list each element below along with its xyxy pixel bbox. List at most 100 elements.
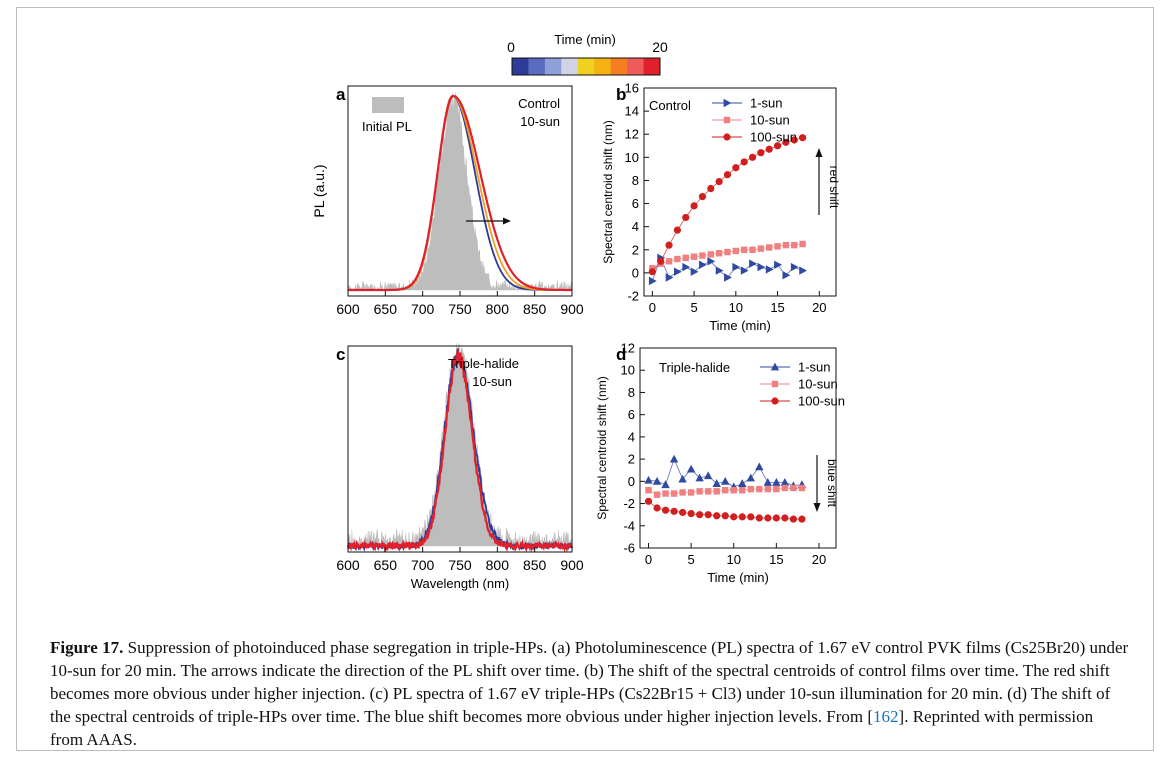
y-tick-label: 2	[632, 242, 639, 257]
data-point	[723, 133, 731, 141]
y-tick-label: -4	[623, 518, 635, 533]
data-point	[740, 158, 748, 166]
data-point	[798, 484, 806, 492]
data-point	[765, 265, 774, 274]
y-tick-label: 10	[625, 150, 639, 165]
x-tick-label: 900	[560, 557, 584, 573]
data-point	[724, 248, 731, 256]
data-point	[740, 266, 749, 275]
data-point	[730, 487, 737, 494]
panel-a-annotation-line1: Control	[518, 96, 560, 111]
data-point	[757, 149, 765, 157]
data-point	[682, 254, 689, 262]
data-point	[763, 478, 773, 486]
data-point	[790, 262, 799, 272]
x-tick-label: 600	[336, 301, 360, 317]
data-point	[686, 464, 696, 473]
data-point	[756, 485, 763, 493]
colorbar-cell	[610, 58, 628, 75]
colorbar-cell	[643, 58, 661, 75]
figure: Time (min) 0 20 a b c d 600 650 700 750 800 8…	[311, 32, 845, 591]
data-point	[704, 511, 712, 519]
data-point	[690, 267, 699, 276]
data-point	[696, 511, 704, 519]
colorbar-cell	[627, 58, 644, 75]
panel-b-centroid-shift-control: 0 5 10 15 20 -2 0 2 4 6 8 10 12 14 16 Time (min) Spect…	[601, 81, 841, 334]
data-point	[723, 98, 732, 108]
data-point	[764, 514, 772, 522]
x-tick-label: 850	[523, 557, 547, 573]
data-point	[682, 213, 690, 222]
data-point	[757, 262, 766, 272]
data-point	[766, 244, 773, 251]
panel-b-xlabel: Time (min)	[709, 318, 771, 333]
data-point	[799, 134, 807, 142]
y-tick-label: 12	[621, 341, 635, 356]
data-point	[773, 485, 780, 493]
data-point	[661, 506, 670, 514]
data-point	[730, 513, 738, 521]
x-tick-label: 600	[336, 557, 360, 573]
data-point	[732, 164, 740, 172]
data-point	[771, 380, 779, 388]
data-point	[732, 247, 740, 255]
data-point	[782, 138, 790, 146]
data-point	[673, 267, 682, 276]
data-point	[696, 488, 703, 495]
x-tick-label: 800	[486, 301, 510, 317]
panel-letter-b: b	[616, 85, 626, 104]
data-point	[690, 202, 698, 210]
data-point	[670, 490, 678, 497]
data-point	[644, 475, 653, 484]
data-point	[699, 260, 707, 269]
blue-shift-arrow	[813, 455, 821, 512]
data-point	[712, 479, 721, 487]
data-point	[687, 509, 695, 518]
colorbar-cell	[544, 58, 562, 75]
legend-label: 1-sun	[798, 360, 831, 375]
data-point	[732, 262, 741, 272]
colorbar-cell	[561, 58, 579, 75]
y-tick-label: 8	[628, 385, 635, 400]
data-point	[665, 273, 674, 282]
legend-label: 10-sun	[798, 377, 838, 392]
data-point	[798, 515, 806, 523]
y-tick-label: 4	[632, 219, 639, 234]
data-point	[648, 268, 656, 276]
colorbar-cell	[512, 58, 529, 75]
x-tick-label: 850	[523, 301, 547, 317]
panel-c-annotation-line2: 10-sun	[472, 374, 512, 389]
data-point	[687, 489, 695, 496]
panel-c-annotation-line1: Triple-halide	[448, 356, 519, 371]
data-point	[715, 266, 724, 275]
data-point	[657, 257, 665, 265]
legend-label: 100-sun	[798, 394, 845, 409]
data-point	[713, 512, 721, 520]
data-point	[715, 178, 723, 186]
initial-pl-area	[347, 343, 573, 548]
data-point	[644, 497, 653, 505]
panel-d-arrow-label: blue shift	[825, 459, 839, 508]
data-point	[653, 504, 661, 512]
x-tick-label: 15	[770, 300, 784, 315]
y-tick-label: 6	[628, 407, 635, 422]
data-point	[781, 514, 789, 522]
data-point	[652, 476, 662, 485]
data-point	[713, 488, 720, 495]
y-tick-label: -2	[623, 496, 635, 511]
legend-label: 10-sun	[750, 113, 790, 128]
data-point	[799, 240, 806, 248]
panel-d-axes-frame	[639, 347, 837, 549]
x-tick-label: 700	[411, 557, 435, 573]
y-tick-label: 2	[628, 452, 635, 467]
x-tick-label: 0	[649, 300, 656, 315]
data-point	[748, 153, 757, 161]
colorbar-cell	[594, 58, 611, 75]
y-tick-label: -6	[623, 541, 635, 556]
data-point	[789, 515, 797, 523]
data-point	[738, 513, 746, 521]
caption-reference-link[interactable]: 162	[873, 707, 899, 726]
x-tick-label: 10	[727, 552, 741, 567]
data-point	[764, 485, 772, 493]
x-tick-label: 20	[812, 552, 826, 567]
